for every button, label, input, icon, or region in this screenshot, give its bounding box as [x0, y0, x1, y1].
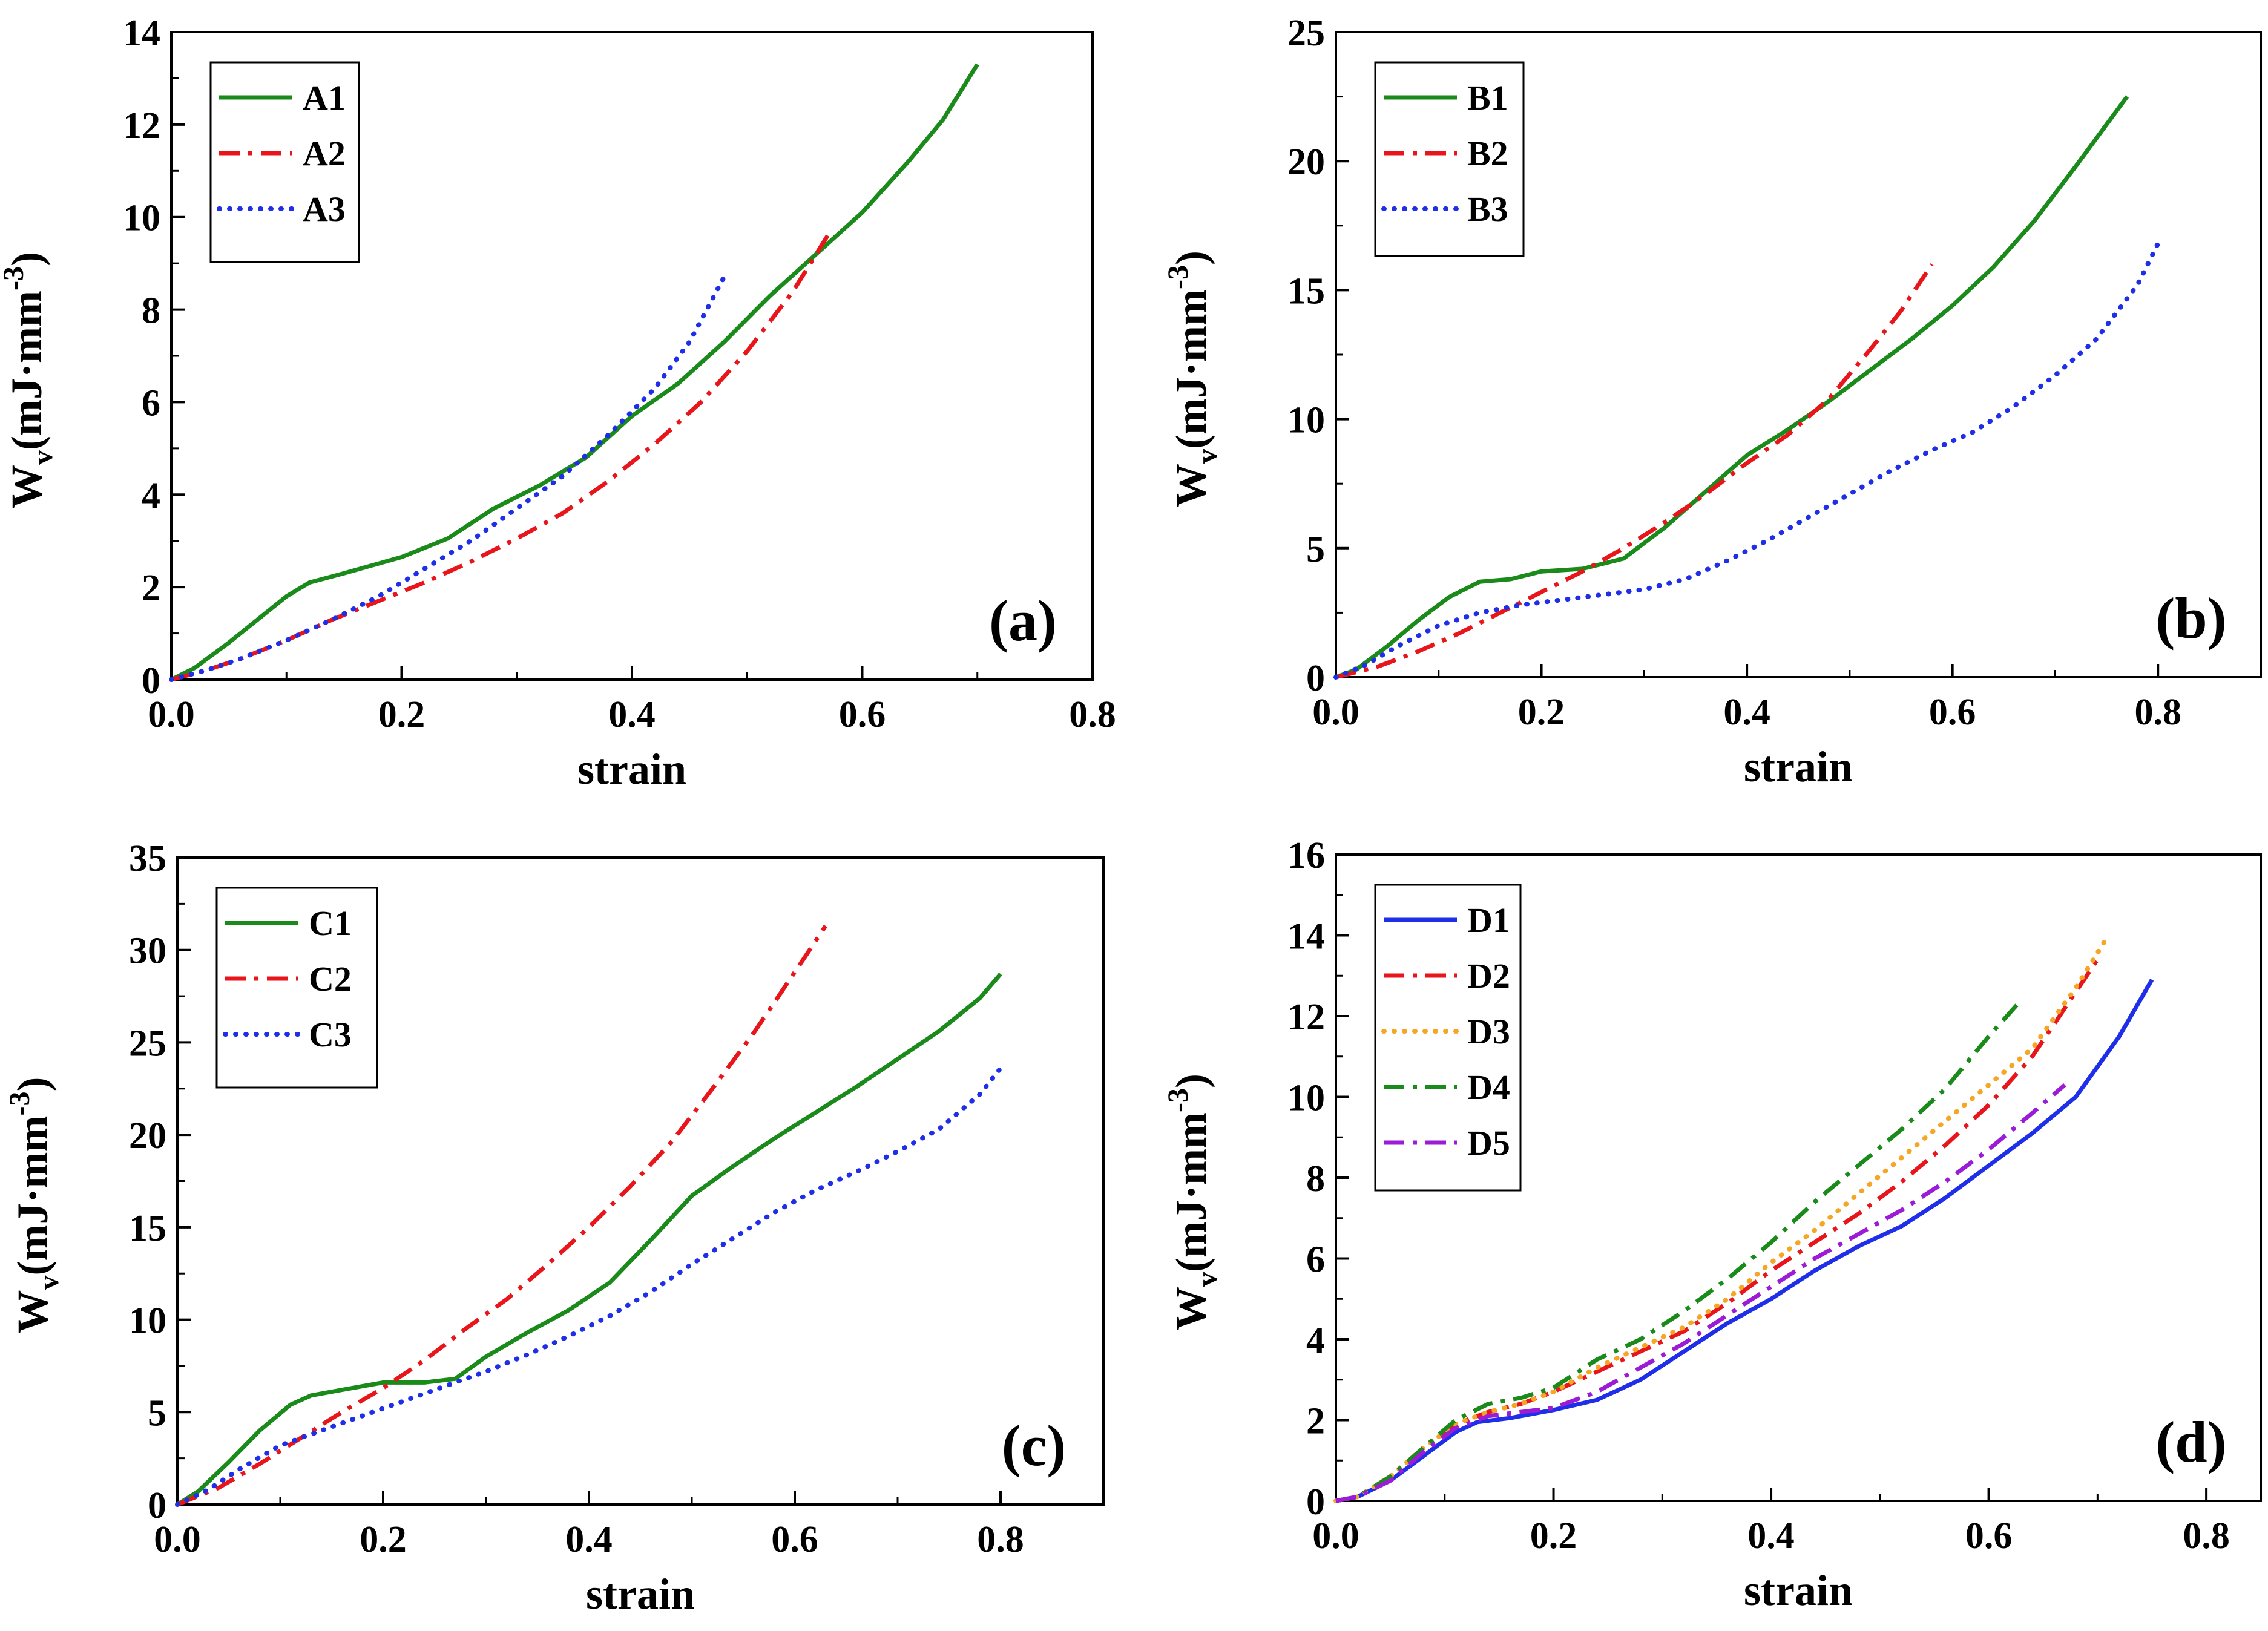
- y-tick-label: 2: [142, 568, 160, 609]
- y-tick-label: 0: [1306, 658, 1325, 699]
- y-tick-label: 6: [1306, 1239, 1325, 1281]
- x-tick-label: 0.0: [1312, 1515, 1359, 1557]
- x-tick-label: 0.2: [1518, 692, 1565, 733]
- x-tick-label: 0.0: [154, 1519, 201, 1560]
- x-tick-label: 0.8: [977, 1519, 1024, 1560]
- x-tick-label: 0.4: [1723, 692, 1770, 733]
- panel-a: 0.0 0.2 0.4 0.6 0.8 0 2 4 6 8 10 12 14 strain Wv(mJ·mm…: [0, 13, 1116, 793]
- y-tick-label: 5: [1306, 529, 1325, 570]
- x-tick-label: 0.4: [565, 1519, 613, 1560]
- y-tick-label: 0: [148, 1485, 166, 1526]
- y-tick-label: 25: [129, 1023, 166, 1064]
- legend-label: D1: [1467, 901, 1510, 940]
- y-tick-label: 10: [1287, 1078, 1325, 1119]
- y-tick-label: 16: [1287, 835, 1325, 876]
- series-line-D1: [1335, 979, 2154, 1503]
- legend-label: A3: [303, 189, 346, 229]
- x-axis-label: strain: [586, 1570, 695, 1618]
- x-tick-label: 0.6: [1965, 1515, 2013, 1557]
- x-axis-label: strain: [1744, 743, 1853, 791]
- series-line-B2: [1335, 263, 1934, 680]
- series-line-C2: [176, 925, 827, 1507]
- y-tick-label: 15: [1287, 271, 1325, 312]
- legend-label: B2: [1467, 134, 1508, 173]
- legend-label: D5: [1467, 1123, 1510, 1163]
- x-tick-label: 0.2: [360, 1519, 407, 1560]
- y-tick-label: 12: [123, 105, 160, 146]
- y-tick-label: 8: [142, 290, 160, 332]
- y-axis-label: Wv(mJ·mm-3): [4, 1077, 65, 1334]
- y-tick-label: 4: [142, 475, 160, 516]
- y-tick-label: 30: [129, 931, 166, 972]
- series-line-C3: [175, 1066, 1003, 1507]
- legend-label: C1: [309, 904, 352, 943]
- legend-label: D2: [1467, 956, 1510, 996]
- y-axis-label: Wv(mJ·mm-3): [1162, 251, 1223, 507]
- legend-box: [1374, 61, 1525, 257]
- legend-label: A2: [303, 134, 346, 173]
- y-tick-label: 14: [1287, 916, 1325, 957]
- x-tick-label: 0.8: [2183, 1515, 2230, 1557]
- x-tick-label: 0.2: [1530, 1515, 1577, 1557]
- y-tick-label: 10: [129, 1301, 166, 1342]
- panel-d: 0.0 0.2 0.4 0.6 0.8 0 2 4 6 8 10 12 14 16 strain Wv(mJ·…: [1162, 835, 2262, 1615]
- series-line-D5: [1335, 1083, 2066, 1503]
- y-tick-label: 2: [1306, 1401, 1325, 1442]
- y-tick-label: 10: [123, 198, 160, 239]
- legend-label: C3: [309, 1015, 352, 1054]
- series-line-D2: [1335, 958, 2100, 1503]
- y-axis-label: Wv(mJ·mm-3): [0, 252, 59, 508]
- x-tick-label: 0.4: [608, 694, 656, 735]
- panel-label: (a): [989, 588, 1057, 653]
- series-line-A1: [170, 63, 979, 682]
- legend-label: D4: [1467, 1068, 1510, 1107]
- x-axis-label: strain: [577, 745, 686, 793]
- y-tick-label: 10: [1287, 400, 1325, 441]
- series-line-A2: [171, 234, 830, 682]
- y-tick-label: 0: [1306, 1482, 1325, 1523]
- y-tick-label: 20: [1287, 142, 1325, 183]
- y-tick-label: 5: [148, 1393, 166, 1434]
- x-axis-label: strain: [1744, 1566, 1853, 1615]
- legend-box: [1374, 884, 1522, 1192]
- x-tick-label: 0.8: [2134, 692, 2181, 733]
- series-line-C1: [176, 973, 1002, 1506]
- x-tick-label: 0.6: [771, 1519, 818, 1560]
- y-tick-label: 35: [129, 838, 166, 879]
- x-tick-label: 0.0: [148, 694, 195, 735]
- y-tick-label: 15: [129, 1208, 166, 1249]
- legend-label: B1: [1467, 78, 1508, 117]
- y-tick-label: 4: [1306, 1320, 1325, 1361]
- series-line-B3: [1333, 241, 2161, 680]
- legend-label: A1: [303, 78, 346, 117]
- panel-c: 0.0 0.2 0.4 0.6 0.8 0 5 10 15 20 25 30 35 strain Wv(mJ…: [4, 838, 1105, 1618]
- y-tick-label: 12: [1287, 997, 1325, 1038]
- series-line-D3: [1333, 933, 2111, 1503]
- y-axis-label: Wv(mJ·mm-3): [1162, 1074, 1223, 1330]
- x-tick-label: 0.6: [839, 694, 886, 735]
- x-tick-label: 0.6: [1929, 692, 1976, 733]
- x-tick-label: 0.0: [1312, 692, 1359, 733]
- y-tick-label: 14: [123, 13, 160, 54]
- legend-box: [215, 887, 378, 1089]
- panel-b: 0.0 0.2 0.4 0.6 0.8 0 5 10 15 20 25 strain Wv(mJ·mm-…: [1162, 13, 2262, 791]
- y-tick-label: 0: [142, 660, 160, 701]
- x-tick-label: 0.4: [1747, 1515, 1795, 1557]
- legend-label: B3: [1467, 189, 1508, 229]
- panel-label: (d): [2155, 1409, 2226, 1474]
- y-tick-label: 6: [142, 382, 160, 424]
- series-line-A3: [169, 275, 727, 682]
- legend-label: C2: [309, 959, 352, 999]
- x-tick-label: 0.2: [378, 694, 426, 735]
- legend-label: D3: [1467, 1012, 1510, 1051]
- series-line-D4: [1335, 998, 2023, 1503]
- y-tick-label: 20: [129, 1115, 166, 1157]
- y-tick-label: 25: [1287, 13, 1325, 54]
- y-tick-label: 8: [1306, 1158, 1325, 1199]
- panel-label: (b): [2155, 586, 2226, 651]
- x-tick-label: 0.8: [1069, 694, 1116, 735]
- panel-label: (c): [1002, 1413, 1067, 1478]
